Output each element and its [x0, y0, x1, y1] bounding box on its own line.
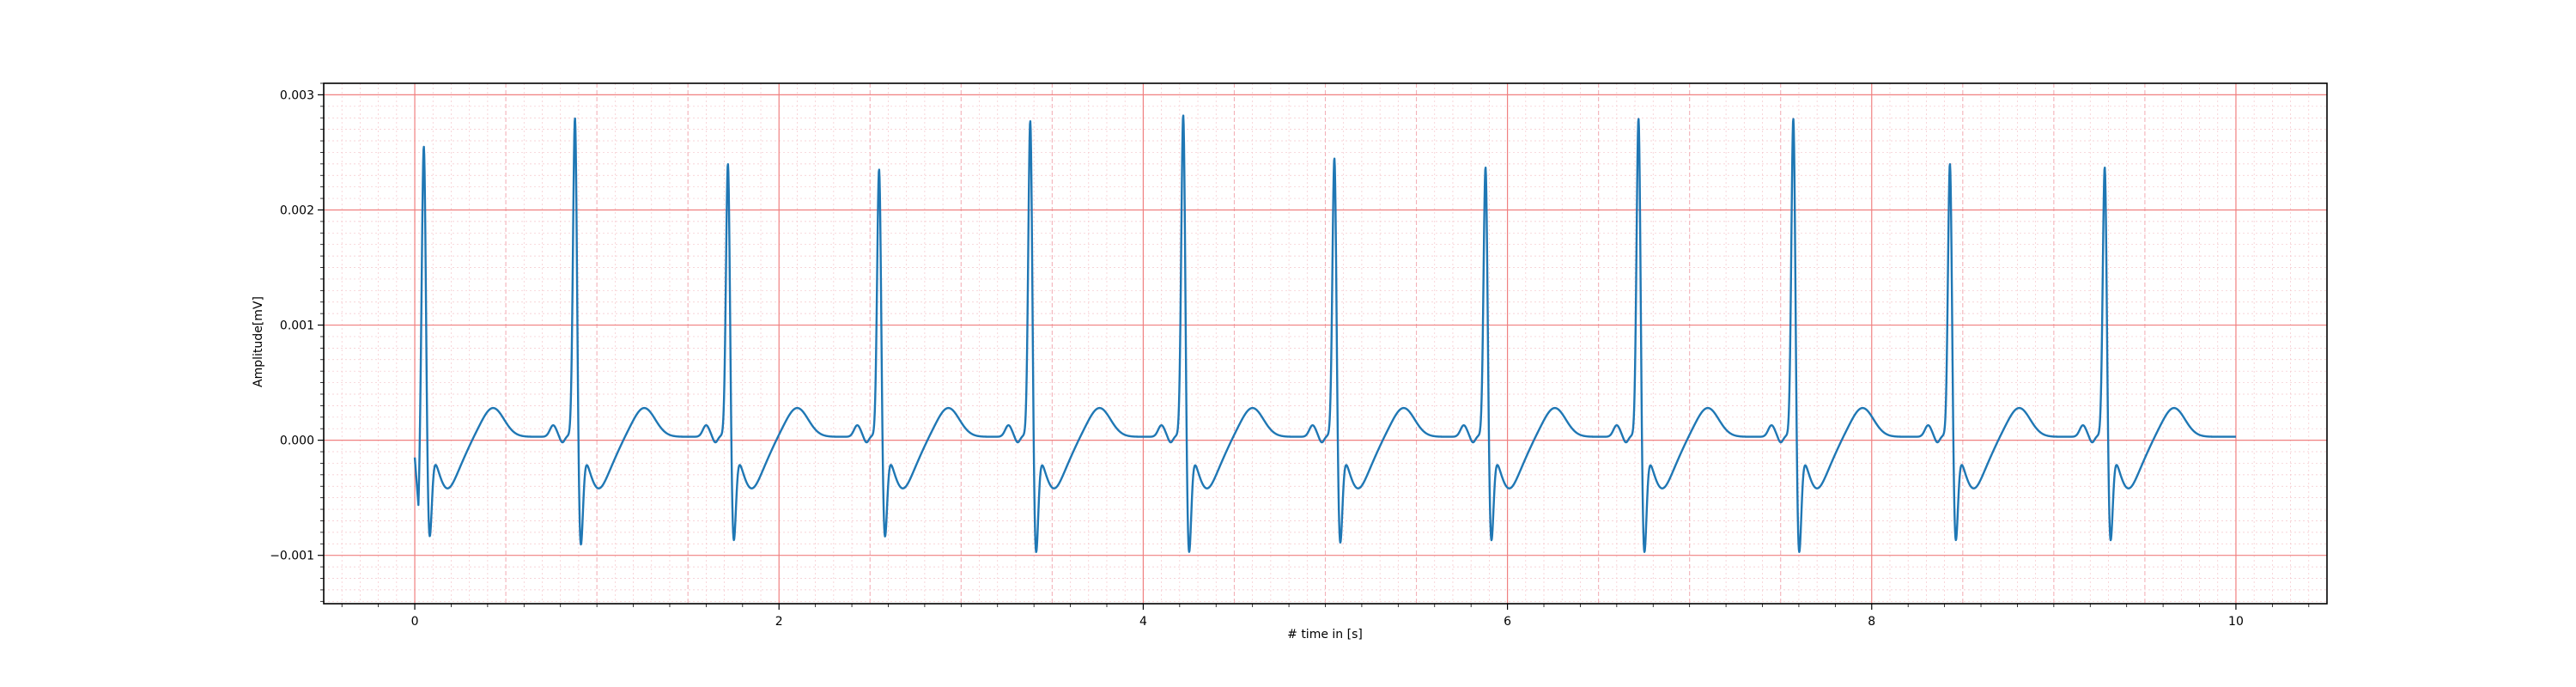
y-tick-label: 0.000	[280, 435, 314, 448]
x-tick-label: 0	[411, 615, 419, 629]
major-grid	[324, 83, 2327, 604]
x-tick-label: 10	[2228, 615, 2244, 629]
x-tick-label: 6	[1504, 615, 1511, 629]
ecg-signal-line	[413, 114, 2237, 553]
y-axis-ticks: −0.001 0.000 0.001 0.002 0.003	[270, 82, 324, 602]
minor-grid	[324, 82, 2327, 604]
x-tick-label: 8	[1868, 615, 1875, 629]
y-tick-label: 0.002	[280, 204, 314, 217]
plot-frame	[323, 82, 2328, 605]
x-tick-label: 4	[1139, 615, 1147, 629]
x-axis-ticks: 0 2 4 6 8 10	[341, 604, 2310, 629]
y-axis-label: Amplitude[mV]	[252, 296, 265, 387]
x-axis-label: # time in [s]	[1287, 628, 1363, 641]
y-tick-label: −0.001	[270, 550, 314, 563]
x-tick-label: 2	[775, 615, 783, 629]
y-tick-label: 0.001	[280, 319, 314, 333]
y-tick-label: 0.003	[280, 88, 314, 102]
